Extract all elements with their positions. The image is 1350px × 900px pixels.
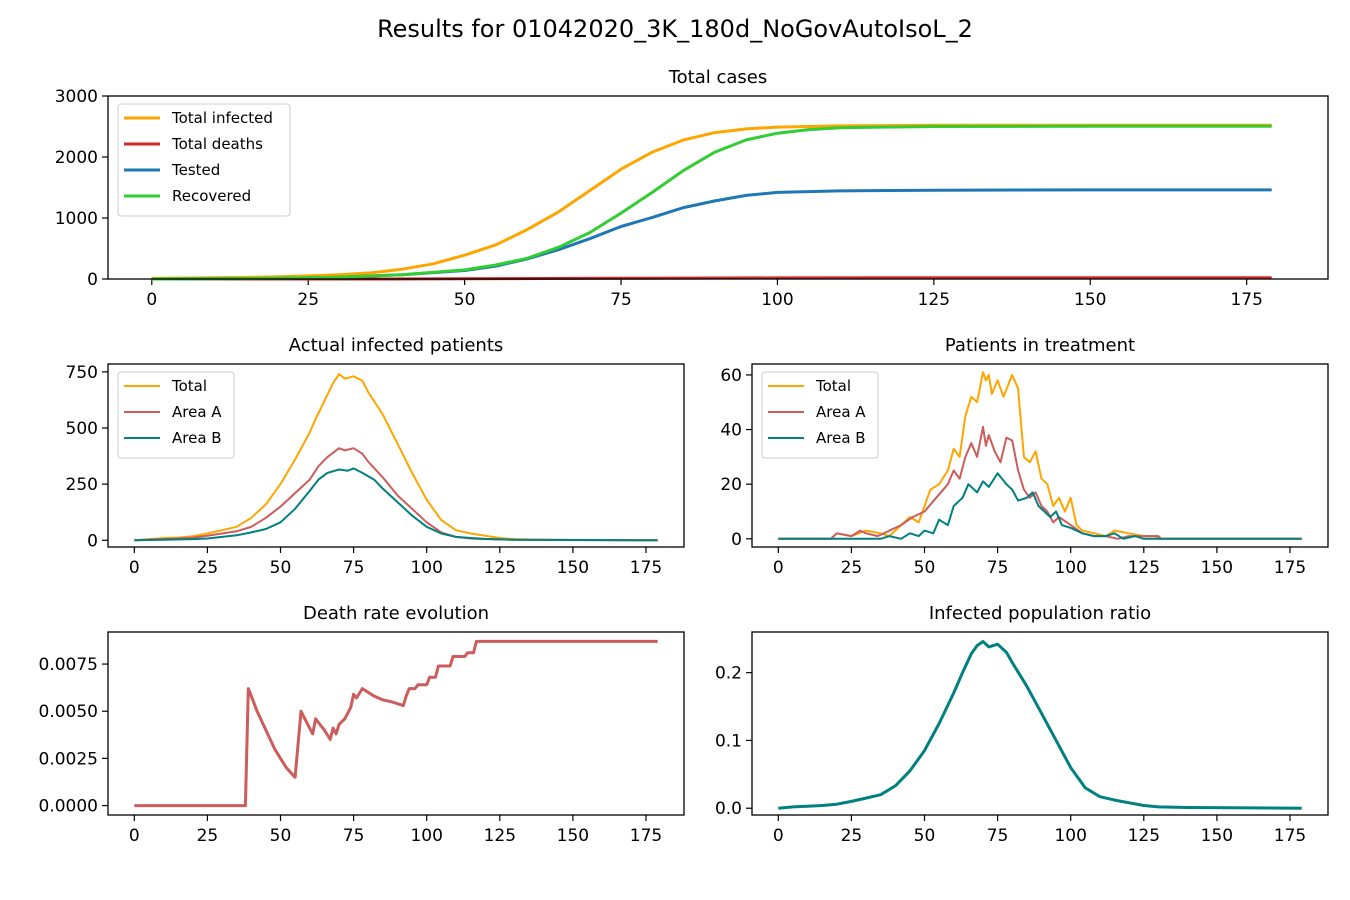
legend-label: Total [815, 377, 851, 395]
panel-actual-infected: Actual infected patients 0 25 50 75 100 125 15… [66, 335, 685, 578]
x-tick-label: 75 [987, 558, 1009, 578]
x-tick-label: 125 [1128, 558, 1160, 578]
y-tick-label: 0.0025 [39, 749, 98, 769]
x-tick-label: 125 [1128, 826, 1160, 846]
x-tick-label: 175 [1274, 558, 1306, 578]
x-tick-label: 150 [1201, 826, 1233, 846]
y-tick-label: 0 [87, 531, 98, 551]
x-tick-label: 175 [630, 558, 662, 578]
x-tick-label: 150 [1201, 558, 1233, 578]
y-tick-label: 2000 [55, 148, 98, 168]
x-tick-label: 125 [484, 826, 516, 846]
series-line-area-b [778, 472, 1302, 540]
x-tick-label: 175 [1230, 290, 1262, 310]
series-line-main [778, 640, 1302, 810]
figure-title: Results for 01042020_3K_180d_NoGovAutoIs… [377, 15, 973, 43]
x-tick-label: 25 [841, 558, 863, 578]
y-tick-label: 0 [731, 530, 742, 550]
legend-label: Area B [172, 429, 222, 447]
legend-label: Area A [816, 403, 866, 421]
axes-frame [107, 631, 685, 816]
y-tick-label: 0.0075 [39, 655, 98, 675]
series-line-recovered [151, 124, 1272, 281]
x-tick-label: 100 [761, 290, 793, 310]
x-tick-label: 100 [1054, 826, 1086, 846]
y-tick-label: 60 [720, 366, 742, 386]
axes-frame [751, 631, 1329, 816]
axes-frame [107, 363, 685, 548]
legend-label: Recovered [172, 187, 251, 205]
y-tick-label: 40 [720, 421, 742, 441]
series-line-total [134, 373, 658, 542]
x-tick-label: 125 [918, 290, 950, 310]
series-line-area-a [134, 447, 658, 542]
x-tick-label: 0 [773, 558, 784, 578]
x-tick-label: 25 [841, 826, 863, 846]
panel-title-total-cases: Total cases [668, 67, 768, 88]
x-tick-label: 75 [610, 290, 632, 310]
x-tick-label: 50 [914, 826, 936, 846]
y-tick-label: 20 [720, 475, 742, 495]
y-tick-label: 0.0000 [39, 797, 98, 817]
x-tick-label: 100 [410, 826, 442, 846]
y-tick-label: 3000 [55, 87, 98, 107]
x-tick-label: 150 [1074, 290, 1106, 310]
axes-frame [751, 363, 1329, 548]
legend-box [117, 103, 291, 217]
x-tick-label: 125 [484, 558, 516, 578]
x-tick-label: 175 [630, 826, 662, 846]
y-tick-label: 1000 [55, 209, 98, 229]
x-tick-label: 150 [557, 558, 589, 578]
x-tick-label: 0 [146, 290, 157, 310]
x-tick-label: 100 [410, 558, 442, 578]
y-tick-label: 0.1 [715, 731, 742, 751]
x-tick-label: 0 [773, 826, 784, 846]
legend-box [117, 371, 235, 459]
legend-label: Tested [171, 161, 220, 179]
series-line-area-b [134, 467, 658, 542]
series-line-main [134, 639, 658, 808]
legend-label: Total deaths [171, 135, 263, 153]
x-tick-label: 25 [197, 826, 219, 846]
legend-label: Total [171, 377, 207, 395]
legend-label: Area A [172, 403, 222, 421]
y-tick-label: 250 [66, 475, 98, 495]
panel-total-cases: Total cases 0 25 50 75 100 125 150 175 0 1000 2000… [55, 67, 1329, 310]
panel-death-rate: Death rate evolution 0 25 50 75 100 125 150 175… [39, 603, 685, 846]
x-tick-label: 25 [197, 558, 219, 578]
y-tick-label: 0.2 [715, 664, 742, 684]
x-tick-label: 100 [1054, 558, 1086, 578]
y-tick-label: 750 [66, 363, 98, 383]
x-tick-label: 150 [557, 826, 589, 846]
x-tick-label: 50 [454, 290, 476, 310]
x-tick-label: 50 [270, 826, 292, 846]
x-tick-label: 75 [343, 558, 365, 578]
x-tick-label: 75 [987, 826, 1009, 846]
axes-frame [107, 95, 1329, 280]
legend-label: Total infected [171, 109, 273, 127]
x-tick-label: 50 [270, 558, 292, 578]
panel-patients-treatment: Patients in treatment 0 25 50 75 100 125 150 17… [720, 335, 1329, 578]
y-tick-label: 500 [66, 419, 98, 439]
y-tick-label: 0 [87, 270, 98, 290]
x-tick-label: 25 [297, 290, 319, 310]
y-tick-label: 0.0050 [39, 702, 98, 722]
x-tick-label: 75 [343, 826, 365, 846]
panel-title-death-rate: Death rate evolution [303, 603, 489, 624]
legend-label: Area B [816, 429, 866, 447]
x-tick-label: 50 [914, 558, 936, 578]
series-line-tested [151, 188, 1272, 281]
legend-box [761, 371, 879, 459]
x-tick-label: 175 [1274, 826, 1306, 846]
panel-title-infected-ratio: Infected population ratio [929, 603, 1151, 624]
y-tick-label: 0.0 [715, 799, 742, 819]
x-tick-label: 0 [129, 558, 140, 578]
panel-title-patients-treatment: Patients in treatment [945, 335, 1135, 356]
panel-title-actual-infected: Actual infected patients [289, 335, 504, 356]
panel-infected-ratio: Infected population ratio 0 25 50 75 100 125 1… [715, 603, 1329, 846]
x-tick-label: 0 [129, 826, 140, 846]
series-line-total-infected [151, 123, 1272, 280]
